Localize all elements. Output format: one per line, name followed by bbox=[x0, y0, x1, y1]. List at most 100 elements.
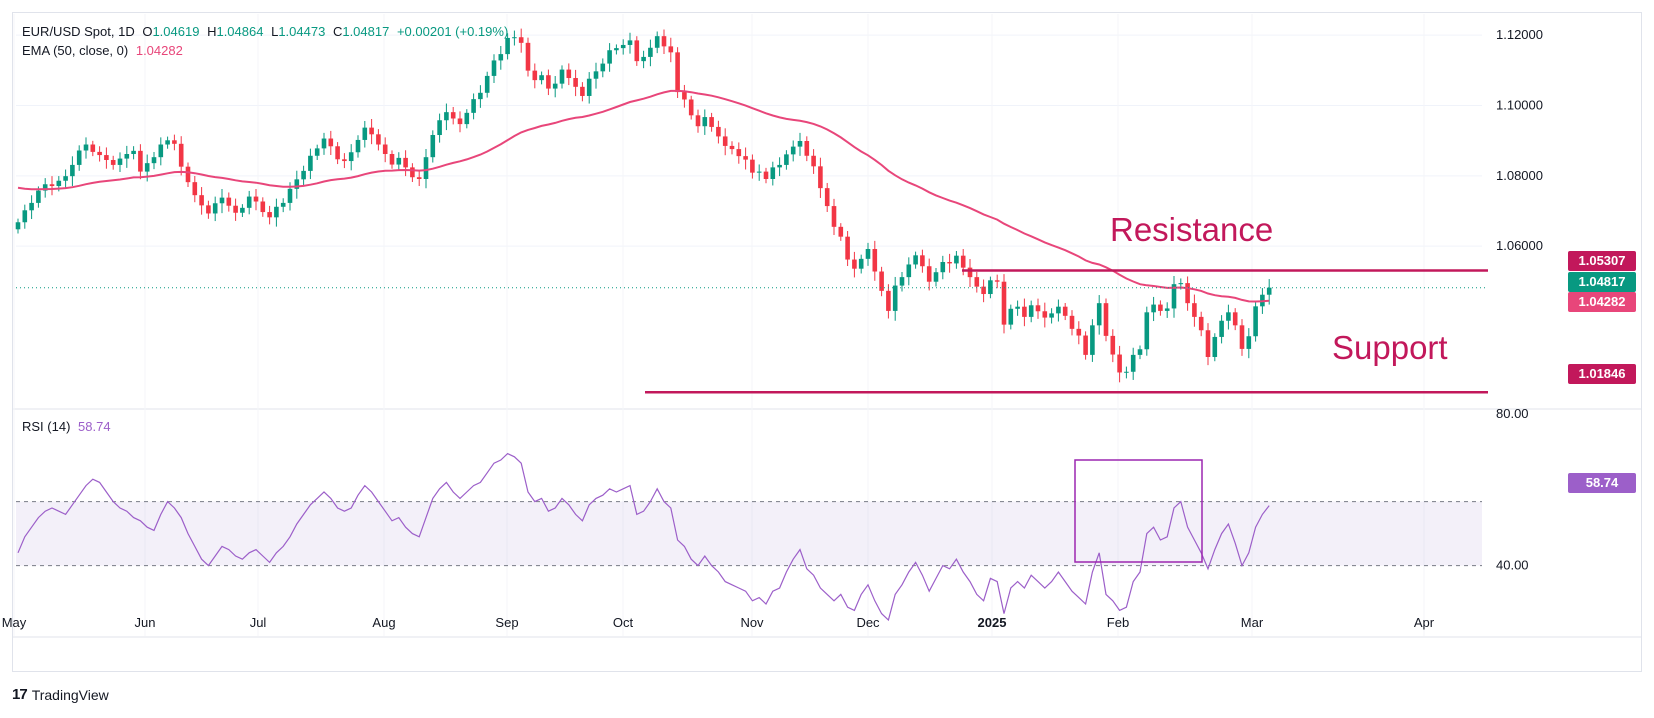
candle-body bbox=[682, 92, 687, 100]
candle-body bbox=[219, 197, 225, 204]
candle-body bbox=[994, 280, 1000, 282]
rsi-highlight-box bbox=[1074, 459, 1203, 563]
candle-body bbox=[532, 70, 538, 81]
candle-body bbox=[688, 99, 694, 116]
candle-body bbox=[444, 112, 449, 121]
support-price-badge: 1.01846 bbox=[1568, 364, 1636, 384]
candle-body bbox=[845, 236, 850, 260]
candle-body bbox=[124, 154, 130, 159]
support-label: Support bbox=[1332, 329, 1448, 366]
candle-body bbox=[913, 255, 918, 265]
price-tick-label: 1.08000 bbox=[1496, 168, 1543, 183]
open-value: 1.04619 bbox=[152, 24, 200, 39]
candle-body bbox=[716, 126, 721, 137]
candle-body bbox=[110, 159, 116, 165]
candle-body bbox=[1219, 320, 1224, 337]
candle-body bbox=[709, 117, 714, 127]
time-tick-label: 2025 bbox=[978, 615, 1007, 630]
tradingview-brand[interactable]: 17 TradingView bbox=[12, 686, 109, 703]
high-value: 1.04864 bbox=[216, 24, 264, 39]
candle-body bbox=[1137, 349, 1143, 355]
ohlc-legend: EUR/USD Spot, 1D O1.04619 H1.04864 L1.04… bbox=[22, 24, 512, 39]
rsi-line bbox=[17, 452, 1270, 622]
candle-body bbox=[1158, 304, 1163, 311]
candle-body bbox=[178, 143, 184, 167]
rsi-band-fill bbox=[16, 501, 1482, 566]
candle-body bbox=[199, 195, 204, 206]
candle-body bbox=[824, 188, 830, 207]
brand-name: TradingView bbox=[31, 686, 109, 703]
change-value: +0.00201 (+0.19%) bbox=[396, 24, 509, 39]
resistance-price-badge: 1.05307 bbox=[1568, 251, 1636, 271]
candle-body bbox=[1022, 306, 1027, 317]
candle-body bbox=[369, 127, 374, 135]
candle-body bbox=[226, 197, 232, 206]
candle-body bbox=[627, 40, 633, 45]
time-tick-label: Sep bbox=[495, 615, 518, 630]
time-tick-label: Feb bbox=[1107, 615, 1129, 630]
candle-body bbox=[450, 112, 456, 119]
candle-body bbox=[1062, 306, 1068, 316]
candle-body bbox=[63, 176, 68, 181]
candle-body bbox=[988, 280, 993, 295]
candle-body bbox=[648, 47, 653, 57]
candle-body bbox=[573, 78, 578, 87]
candle-body bbox=[1178, 283, 1184, 285]
candle-body bbox=[661, 36, 667, 47]
candle-body bbox=[484, 75, 490, 93]
candle-body bbox=[158, 144, 164, 158]
rsi-label: RSI (14) bbox=[22, 419, 71, 434]
candle-body bbox=[97, 151, 102, 156]
candle-body bbox=[960, 255, 966, 268]
grid bbox=[12, 14, 1642, 638]
levels bbox=[16, 269, 1488, 394]
candle-body bbox=[512, 37, 517, 39]
symbol-title: EUR/USD Spot, 1D bbox=[22, 24, 135, 39]
time-tick-label: May bbox=[2, 615, 27, 630]
candle-body bbox=[1192, 303, 1197, 317]
candle-body bbox=[1266, 287, 1272, 295]
candle-body bbox=[525, 42, 531, 71]
ema-value: 1.04282 bbox=[135, 43, 183, 58]
candle-body bbox=[1198, 316, 1204, 331]
candle-body bbox=[117, 158, 123, 165]
candle-body bbox=[362, 127, 368, 140]
candle-body bbox=[1164, 308, 1170, 311]
candle-body bbox=[430, 135, 436, 158]
candle-body bbox=[36, 190, 41, 203]
candle-body bbox=[1001, 281, 1007, 325]
candle-body bbox=[131, 150, 136, 155]
time-tick-label: Nov bbox=[740, 615, 764, 630]
candle-body bbox=[729, 145, 735, 150]
candle-body bbox=[1185, 283, 1190, 304]
candle-body bbox=[872, 248, 878, 272]
candle-body bbox=[580, 86, 585, 96]
candle-body bbox=[1130, 354, 1136, 372]
candle-body bbox=[104, 155, 109, 160]
candle-body bbox=[335, 146, 340, 160]
candle-body bbox=[321, 138, 327, 149]
candle-body bbox=[743, 156, 748, 160]
candle-body bbox=[389, 154, 395, 165]
candle-body bbox=[559, 69, 565, 84]
candle-body bbox=[784, 154, 789, 165]
candle-body bbox=[1103, 303, 1109, 336]
candle-body bbox=[1083, 335, 1088, 355]
candle-body bbox=[770, 167, 776, 179]
rsi-tick-label: 80.00 bbox=[1496, 406, 1529, 421]
price-tick-label: 1.12000 bbox=[1496, 27, 1543, 42]
candle-body bbox=[49, 184, 55, 187]
rsi-band bbox=[16, 501, 1482, 567]
time-tick-label: Aug bbox=[372, 615, 395, 630]
candle-body bbox=[1049, 313, 1054, 318]
candle-body bbox=[498, 54, 504, 61]
candle-body bbox=[763, 171, 769, 179]
candle-body bbox=[1232, 312, 1238, 326]
candles bbox=[15, 28, 1272, 383]
candle-body bbox=[348, 152, 354, 162]
candle-body bbox=[457, 118, 463, 125]
candle-body bbox=[151, 157, 157, 164]
candle-body bbox=[505, 37, 510, 55]
high-label: H bbox=[207, 24, 217, 39]
